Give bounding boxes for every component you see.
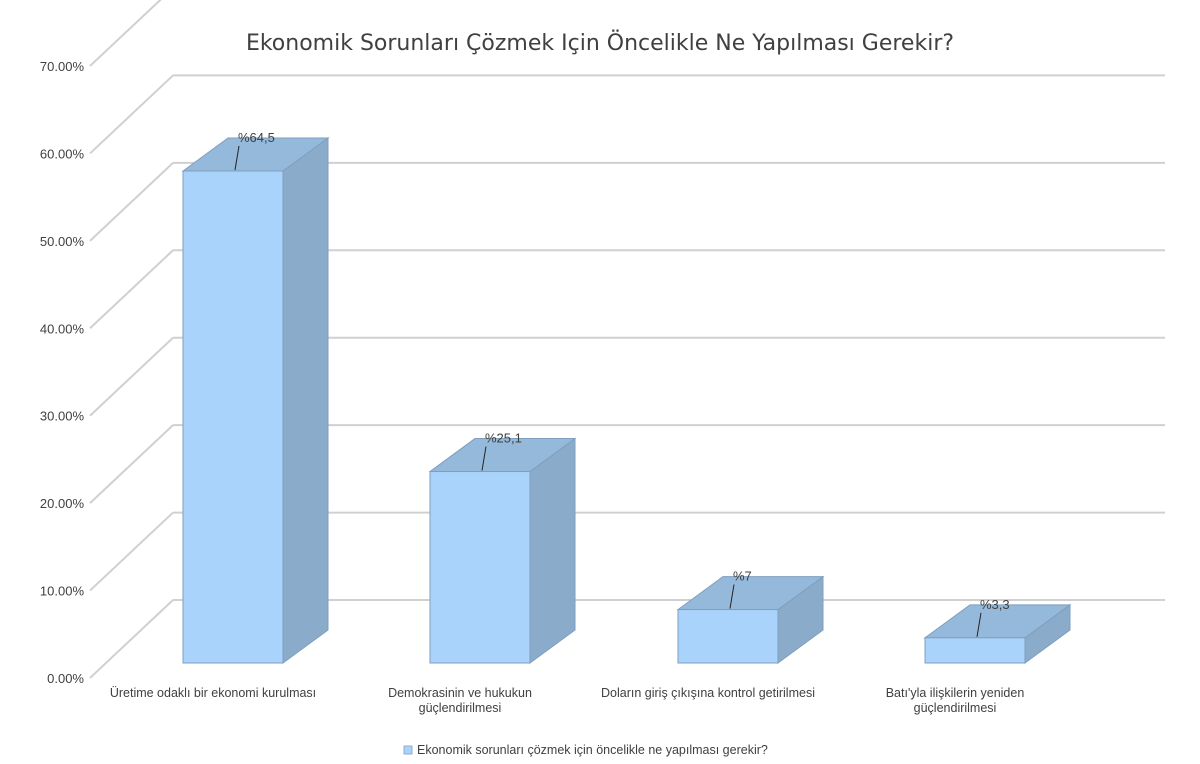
y-tick-label: 20.00% [40, 496, 85, 511]
bar [429, 471, 531, 664]
data-label-leader [234, 145, 240, 171]
bar [924, 637, 1026, 664]
category-label: Batı'yla ilişkilerin yeniden [886, 686, 1025, 700]
y-tick-label: 0.00% [47, 671, 84, 686]
gridline-diagonal [89, 424, 174, 504]
bar-side-face [282, 137, 329, 664]
y-tick-label: 30.00% [40, 409, 85, 424]
bar [677, 609, 779, 664]
data-label: %3,3 [980, 597, 1010, 612]
gridline-diagonal [89, 0, 162, 67]
gridline-diagonal [89, 336, 174, 417]
legend-swatch [403, 745, 413, 755]
y-tick-label: 70.00% [40, 59, 85, 74]
bar-side-face [529, 437, 576, 664]
data-label-leader [729, 584, 735, 609]
bar [182, 170, 284, 664]
gridline-diagonal [89, 249, 174, 330]
gridline-diagonal [89, 74, 174, 155]
chart-title: Ekonomik Sorunları Çözmek Için Öncelikle… [246, 30, 954, 56]
category-label: Doların giriş çıkışına kontrol getirilme… [601, 686, 815, 700]
gridline-diagonal [89, 599, 174, 679]
y-tick-label: 50.00% [40, 234, 85, 249]
legend-label: Ekonomik sorunları çözmek için öncelikle… [417, 743, 768, 757]
category-label: güçlendirilmesi [914, 701, 997, 715]
gridline-diagonal [89, 162, 174, 242]
data-label: %25,1 [485, 431, 522, 446]
category-label: Demokrasinin ve hukukun [388, 686, 532, 700]
data-label-leader [481, 446, 487, 471]
y-tick-label: 60.00% [40, 146, 85, 161]
category-label: Üretime odaklı bir ekonomi kurulması [110, 686, 316, 700]
y-tick-label: 40.00% [40, 321, 85, 336]
category-label: güçlendirilmesi [419, 701, 502, 715]
data-label: %7 [733, 569, 752, 584]
gridline-diagonal [89, 511, 174, 592]
y-tick-label: 10.00% [40, 584, 85, 599]
data-label-leader [976, 612, 982, 637]
data-label: %64,5 [238, 130, 275, 145]
